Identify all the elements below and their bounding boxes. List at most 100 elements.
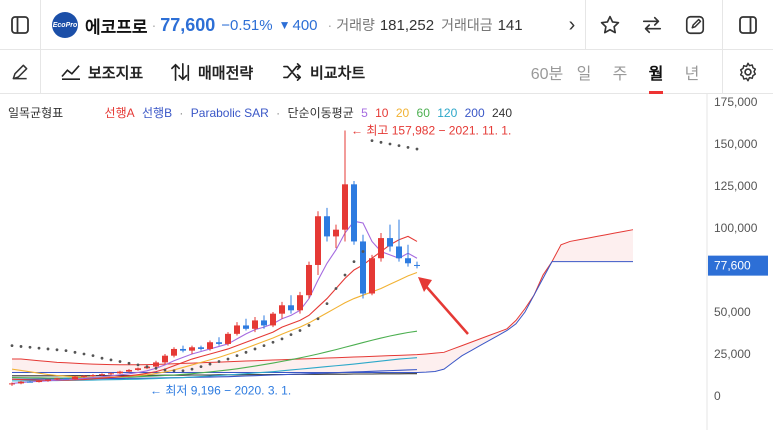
candle-body (36, 380, 42, 383)
sar-dot (406, 145, 410, 149)
stock-logo: EcoPro (52, 12, 78, 38)
sar-dot (100, 356, 104, 360)
legend-parabolic-sar[interactable]: Parabolic SAR (190, 106, 269, 120)
period-month[interactable]: 월 (641, 50, 671, 94)
stock-info[interactable]: EcoPro 에코프로 · 77,600 −0.51% ▼ 400 · 거래량 … (52, 0, 562, 50)
candle-body (270, 313, 276, 326)
candle-body (414, 264, 420, 266)
sar-dot (181, 369, 185, 373)
span-b-line (12, 261, 633, 373)
candle-body (378, 238, 384, 259)
candle-body (108, 373, 114, 375)
more-info-button[interactable]: › (568, 13, 576, 36)
gear-icon (739, 62, 757, 82)
amount-label: 거래대금 (441, 17, 493, 33)
candle-body (279, 305, 285, 314)
legend-separator: · (276, 106, 281, 120)
candle-body (153, 362, 159, 367)
candle-body (63, 378, 69, 380)
sar-dot (163, 368, 167, 372)
candle-body (297, 295, 303, 311)
candle-body (324, 216, 330, 237)
legend-ma-10: 10 (375, 106, 389, 120)
legend-ichimoku[interactable]: 일목균형표 (8, 106, 64, 120)
candle-body (351, 184, 357, 242)
compare-chart-button[interactable]: 비교차트 (282, 50, 365, 94)
sar-dot (334, 287, 338, 290)
legend-ma-200: 200 (464, 106, 485, 120)
candle-body (234, 325, 240, 334)
swap-arrows-icon (642, 16, 662, 34)
up-down-arrows-icon (171, 63, 190, 81)
sar-dot (82, 352, 86, 356)
legend-separator: · (179, 106, 184, 120)
legend-ma-240: 240 (491, 106, 513, 120)
current-price: 77,600 (160, 14, 216, 35)
period-day[interactable]: 일 (576, 66, 592, 83)
candle-body (306, 264, 312, 296)
chart-canvas[interactable]: 175,000150,000125,000100,00075,00050,000… (0, 94, 773, 430)
sar-dot (388, 142, 392, 146)
candle-body (360, 241, 366, 294)
strategy-button[interactable]: 매매전략 (170, 50, 253, 94)
period-60min[interactable]: 60분 (530, 66, 564, 83)
legend-span-a: 선행A (104, 106, 135, 120)
candle-body (72, 376, 78, 380)
candle-body (252, 320, 258, 329)
period-year[interactable]: 년 (684, 66, 700, 83)
swap-button[interactable] (632, 0, 672, 50)
price-chart[interactable]: 175,000150,000125,000100,00075,00050,000… (0, 94, 773, 430)
sar-dot (64, 349, 68, 353)
indicator-button[interactable]: 보조지표 (60, 50, 143, 94)
candle-body (54, 378, 60, 380)
annotation-arrow-shaft (423, 283, 469, 335)
sar-dot (199, 365, 203, 368)
compare-label: 비교차트 (310, 64, 366, 82)
candle-body (369, 258, 375, 294)
candle-body (261, 320, 267, 326)
candle-body (225, 333, 231, 344)
sar-dot (118, 360, 122, 363)
indicator-label: 보조지표 (88, 64, 144, 82)
sar-dot (136, 363, 140, 367)
sar-dot (415, 147, 419, 151)
legend-ma-label[interactable]: 단순이동평균 (287, 106, 354, 120)
sar-dot (379, 140, 383, 144)
drawing-tool-button[interactable] (0, 50, 40, 94)
sar-dot (208, 362, 212, 366)
favorite-button[interactable] (590, 0, 630, 50)
sar-dot (253, 347, 257, 351)
legend-ma-20: 20 (395, 106, 410, 120)
candle-body (81, 375, 87, 377)
candle-body (333, 229, 339, 237)
legend-span-b: 선행B (141, 106, 173, 120)
candle-body (216, 342, 222, 344)
high-annotation: ← 최고 157,982 − 2021. 11. 1. (351, 124, 511, 138)
sidebar-left-icon (11, 16, 29, 34)
chart-legend: 일목균형표 선행A 선행B · Parabolic SAR · 단순이동평균 5… (8, 104, 516, 121)
sidebar-right-toggle-button[interactable] (728, 0, 768, 50)
ma-60-line (11, 330, 418, 379)
candle-body (387, 238, 393, 247)
candle-body (171, 348, 177, 356)
candle-body (27, 381, 33, 383)
sar-dot (154, 366, 158, 370)
candle-body (243, 325, 249, 329)
strategy-label: 매매전략 (198, 64, 254, 82)
sar-dot (343, 273, 347, 277)
settings-button[interactable] (728, 50, 768, 94)
sar-dot (37, 346, 41, 350)
edit-button[interactable] (675, 0, 715, 50)
pen-icon (12, 64, 28, 80)
star-icon (600, 15, 620, 34)
sar-dot (361, 250, 365, 253)
indicator-icon (61, 65, 80, 81)
current-price-tag-label: 77,600 (714, 259, 751, 273)
period-week[interactable]: 주 (612, 66, 628, 83)
change-down-icon: ▼ (278, 18, 291, 32)
sar-dot (244, 350, 248, 354)
sar-dot (316, 317, 320, 321)
sar-dot (19, 345, 23, 348)
sidebar-toggle-button[interactable] (0, 0, 40, 50)
sar-dot (280, 337, 284, 341)
